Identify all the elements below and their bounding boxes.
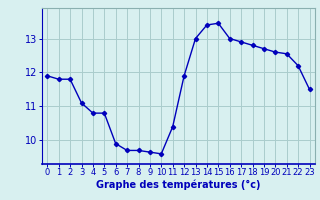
X-axis label: Graphe des températures (°c): Graphe des températures (°c) [96, 180, 261, 190]
